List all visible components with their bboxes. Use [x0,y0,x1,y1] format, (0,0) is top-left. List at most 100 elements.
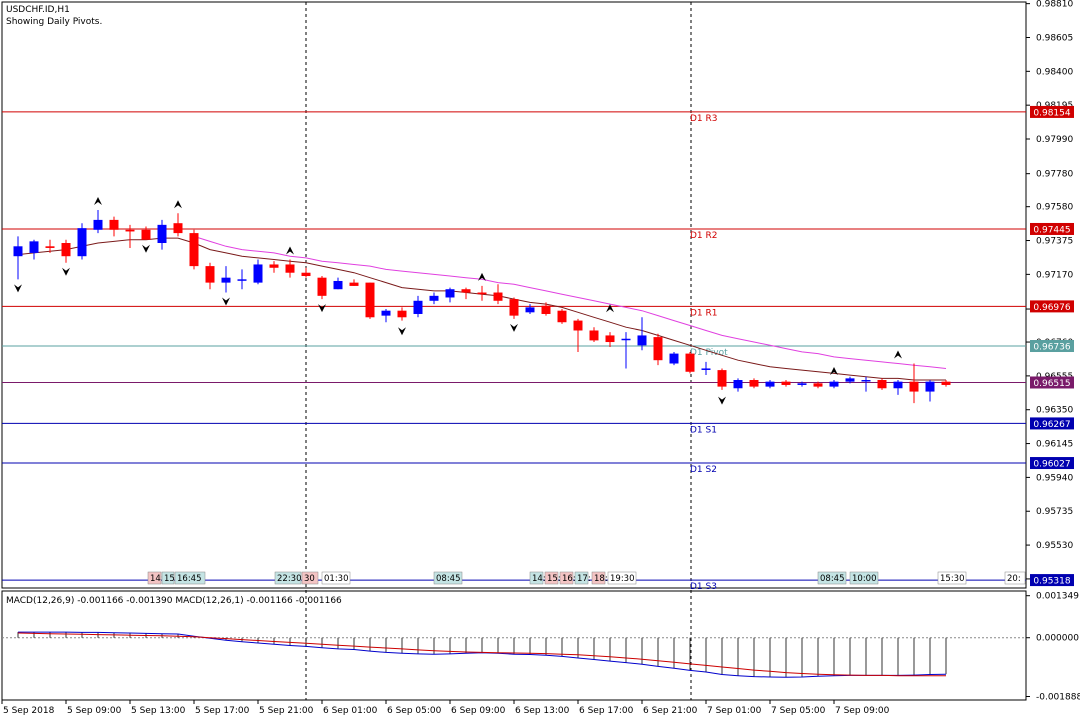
pivot-label: D1 S1 [690,425,717,435]
slow-ma-line [193,235,947,369]
candle-body-bear [685,353,695,372]
session-marker-label: 30 [304,574,315,584]
fractal-down-arrow [398,327,406,336]
pivot-price-badge-text: 0.96736 [1033,343,1070,353]
pivot-price-badge [1030,300,1074,313]
candle-body-bear [909,381,919,392]
price-tick-label: 0.95735 [1036,507,1073,517]
candle-body-bull [413,300,423,314]
candle-body-bear [781,381,791,385]
session-marker-label: 08:45 [820,574,845,584]
price-tick-label: 0.97990 [1036,135,1073,145]
time-axis-label: 6 Sep 21:00 [643,706,698,716]
session-marker-label: 15: [547,574,561,584]
session-marker-box [321,571,351,585]
session-marker-box [147,571,162,585]
macd-signal-line [17,632,946,677]
pivot-price-badge-text: 0.96267 [1033,420,1070,430]
time-axis-label: 5 Sep 09:00 [67,706,122,716]
time-axis-label: 6 Sep 13:00 [515,706,570,716]
session-marker-label: 14: [532,574,546,584]
time-axis-label: 5 Sep 2018 [3,706,55,716]
candle-body-bear [541,305,551,314]
pivot-price-badge-text: 0.95318 [1033,577,1070,587]
candle-body-bear [653,337,663,361]
fractal-down-arrow [222,297,230,306]
candle-body-bear [717,370,727,387]
session-marker-box [574,571,589,585]
fractal-up-arrow [894,350,902,359]
time-axis-label: 6 Sep 09:00 [451,706,506,716]
candle-body-bear [269,264,279,268]
candle-body-bull [445,289,455,298]
candle-body-bear [573,320,583,331]
candle-body-bear [173,223,183,234]
session-marker-box [937,571,967,585]
price-panel-frame [1,1,1027,589]
session-marker-box [591,571,606,585]
pivot-label: D1 R3 [690,114,718,124]
candle-body-bear [477,292,487,295]
pivot-price-badge [1030,222,1074,235]
pivot-price-badge [1030,340,1074,353]
fractal-down-arrow [510,323,518,332]
session-marker-label: 20: [1007,574,1021,584]
pivot-label: D1 S3 [690,582,717,592]
candle-body-bull [861,380,871,382]
candle-body-bear [141,229,151,240]
candle-body-bear [365,282,375,318]
candle-body-bear [941,381,951,385]
session-marker-box [1004,571,1026,585]
candle-body-bull [157,224,167,244]
candle-body-bear [749,380,759,387]
price-tick-label: 0.97780 [1036,170,1073,180]
session-marker-box [559,571,574,585]
candle-body-bull [77,228,87,257]
price-tick-label: 0.97170 [1036,270,1073,280]
candle-body-bull [829,381,839,387]
pivot-price-badge-text: 0.96027 [1033,460,1070,470]
time-axis-label: 6 Sep 05:00 [387,706,442,716]
session-marker-box [817,571,847,585]
candle-body-bear [397,310,407,318]
session-marker-label: 01:30 [324,574,349,584]
candle-body-bear [461,289,471,293]
time-axis-label: 5 Sep 17:00 [195,706,250,716]
session-marker-box [607,571,637,585]
fractal-up-arrow [606,304,614,313]
session-marker-label: 17: [577,574,591,584]
pivot-price-badge [1030,376,1074,389]
candle-body-bear [349,282,359,286]
candle-body-bull [621,338,631,341]
time-axis-label: 7 Sep 05:00 [771,706,826,716]
session-marker-label: 18: [594,574,608,584]
pivot-price-badge-text: 0.96976 [1033,303,1070,313]
fractal-up-arrow [174,200,182,209]
fractal-up-arrow [94,196,102,205]
candle-body-bear [317,277,327,296]
candle-body-bull [333,280,343,290]
session-marker-label: 16:45 [177,574,202,584]
macd-tick-label: 0.000000 [1036,634,1079,644]
candle-body-bear [301,272,311,277]
price-tick-label: 0.95530 [1036,541,1073,551]
candle-body-bull [429,295,439,301]
pivot-price-badge-text: 0.98154 [1033,108,1070,118]
fractal-down-arrow [62,267,70,276]
session-marker-label: 15:30 [940,574,965,584]
candle-body-bull [253,264,263,283]
candle-body-bull [29,241,39,253]
session-marker-box [174,571,206,585]
session-marker-box [849,571,879,585]
candle-body-bear [589,330,599,341]
fractal-up-arrow [830,367,838,376]
candle-body-bull [381,310,391,316]
macd-tick-label: -0.001888 [1036,693,1080,703]
candle-body-bear [125,229,135,232]
pivot-label: D1 R2 [690,231,718,241]
fractal-down-arrow [142,244,150,253]
candle-body-bull [525,307,535,313]
price-tick-label: 0.97375 [1036,237,1073,247]
